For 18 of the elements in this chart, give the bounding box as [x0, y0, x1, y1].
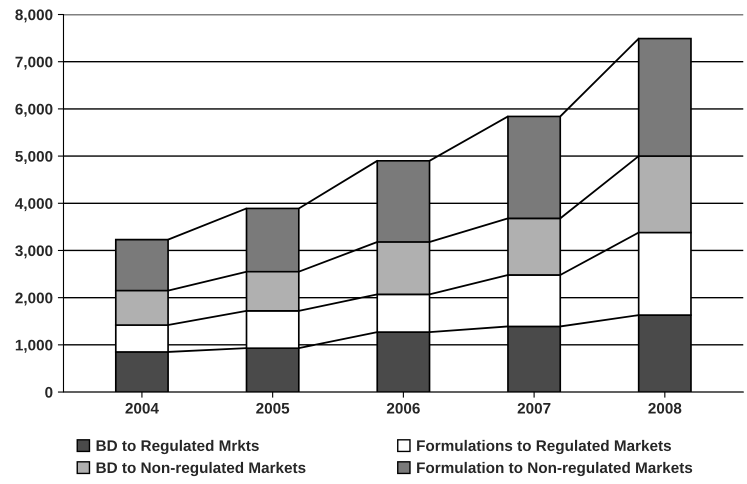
y-tick-label: 0	[45, 386, 52, 398]
y-tick-label: 5,000	[15, 150, 52, 164]
y-tick-label: 3,000	[15, 245, 52, 258]
x-tick-label: 2004	[125, 402, 159, 414]
legend-label: BD to Regulated Mrkts	[96, 440, 259, 454]
x-tick-label: 2008	[648, 402, 682, 414]
y-tick-label: 8,000	[15, 9, 52, 22]
legend-label: Formulations to Regulated Markets	[417, 440, 671, 454]
x-tick-label: 2006	[386, 402, 420, 414]
y-tick-label: 4,000	[15, 198, 52, 212]
x-tick-label: 2007	[518, 402, 550, 414]
y-tick-label: 1,000	[16, 340, 52, 353]
y-tick-label: 7,000	[16, 56, 52, 70]
y-tick-label: 2,000	[15, 292, 52, 306]
y-tick-label: 6,000	[15, 104, 52, 117]
x-tick-label: 2005	[256, 402, 290, 414]
legend-label: Formulation to Non-regulated Markets	[417, 462, 692, 476]
legend-label: BD to Non-regulated Markets	[96, 462, 306, 476]
